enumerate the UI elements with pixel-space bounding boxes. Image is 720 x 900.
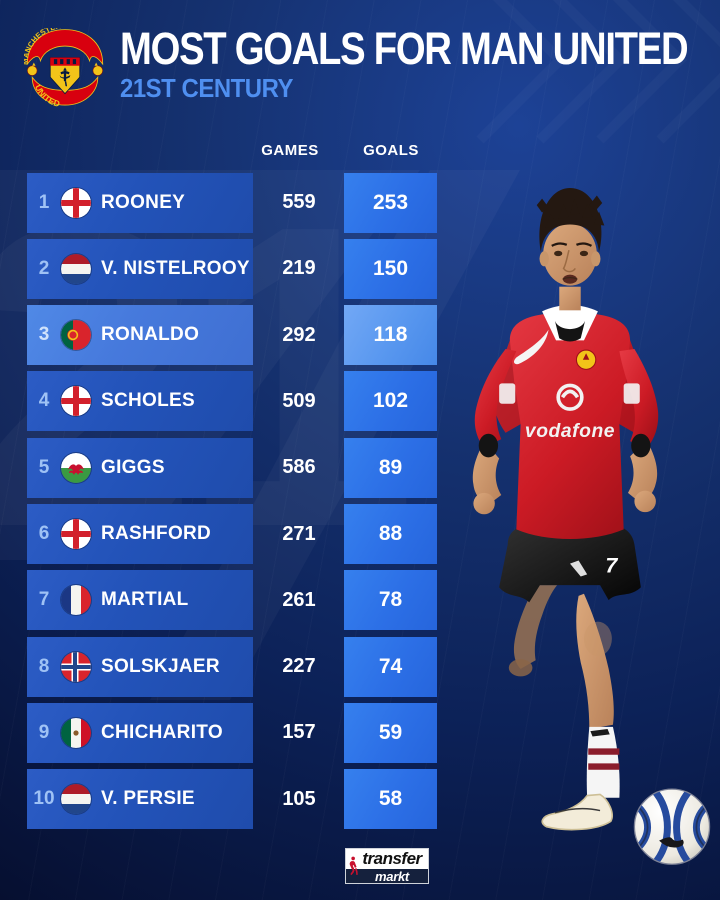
- svg-text:vodafone: vodafone: [525, 421, 615, 442]
- svg-text:7: 7: [605, 553, 618, 577]
